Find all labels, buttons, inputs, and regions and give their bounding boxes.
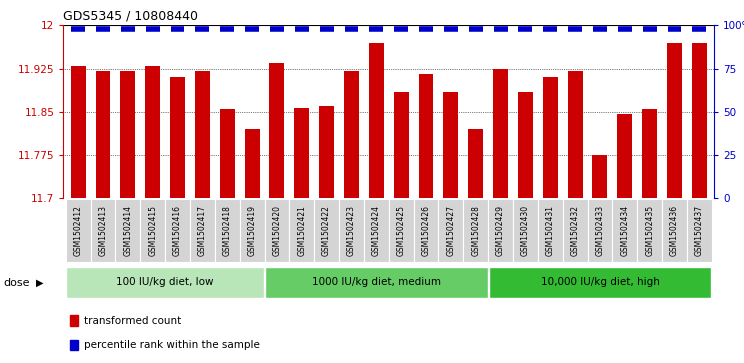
Bar — [414, 200, 438, 261]
Bar — [240, 200, 265, 261]
Text: GSM1502421: GSM1502421 — [298, 205, 307, 256]
Text: 1000 IU/kg diet, medium: 1000 IU/kg diet, medium — [312, 277, 440, 287]
Text: GDS5345 / 10808440: GDS5345 / 10808440 — [63, 9, 198, 22]
Text: GSM1502422: GSM1502422 — [322, 205, 331, 256]
Bar — [245, 129, 260, 198]
Bar — [121, 72, 135, 198]
Bar — [687, 200, 712, 261]
Text: GSM1502436: GSM1502436 — [670, 205, 679, 256]
Text: GSM1502420: GSM1502420 — [272, 205, 281, 256]
Text: percentile rank within the sample: percentile rank within the sample — [84, 340, 260, 350]
Text: GSM1502427: GSM1502427 — [446, 205, 455, 256]
Bar — [314, 200, 339, 261]
Bar — [637, 200, 662, 261]
FancyBboxPatch shape — [265, 267, 487, 298]
Bar — [493, 69, 508, 198]
Text: GSM1502423: GSM1502423 — [347, 205, 356, 256]
Bar — [518, 91, 533, 198]
Bar — [438, 200, 464, 261]
Bar — [369, 42, 384, 198]
Text: GSM1502431: GSM1502431 — [546, 205, 555, 256]
Bar — [443, 91, 458, 198]
Bar — [115, 200, 141, 261]
Text: GSM1502419: GSM1502419 — [248, 205, 257, 256]
Text: GSM1502412: GSM1502412 — [74, 205, 83, 256]
Bar — [219, 109, 234, 198]
Text: GSM1502434: GSM1502434 — [620, 205, 629, 256]
Bar — [269, 63, 284, 198]
Bar — [71, 66, 86, 198]
Text: GSM1502425: GSM1502425 — [397, 205, 405, 256]
Bar — [65, 200, 91, 261]
Bar — [195, 72, 210, 198]
Bar — [165, 200, 190, 261]
Bar — [388, 200, 414, 261]
Text: 100 IU/kg diet, low: 100 IU/kg diet, low — [116, 277, 214, 287]
Bar — [70, 315, 77, 326]
Text: GSM1502433: GSM1502433 — [595, 205, 604, 256]
Text: GSM1502417: GSM1502417 — [198, 205, 207, 256]
Text: GSM1502416: GSM1502416 — [173, 205, 182, 256]
Bar — [592, 155, 607, 198]
Bar — [319, 106, 334, 198]
Bar — [91, 200, 115, 261]
Bar — [419, 74, 434, 198]
Bar — [588, 200, 612, 261]
Text: GSM1502426: GSM1502426 — [422, 205, 431, 256]
Text: 10,000 IU/kg diet, high: 10,000 IU/kg diet, high — [540, 277, 659, 287]
Bar — [170, 77, 185, 198]
Text: dose: dose — [4, 278, 31, 288]
Text: GSM1502415: GSM1502415 — [148, 205, 157, 256]
Bar — [145, 66, 160, 198]
Text: ▶: ▶ — [36, 278, 43, 288]
Text: GSM1502430: GSM1502430 — [521, 205, 530, 256]
Bar — [95, 72, 110, 198]
Bar — [394, 91, 408, 198]
Text: GSM1502414: GSM1502414 — [124, 205, 132, 256]
Text: GSM1502418: GSM1502418 — [222, 205, 231, 256]
Bar — [468, 129, 483, 198]
Bar — [215, 200, 240, 261]
Bar — [568, 72, 583, 198]
Bar — [190, 200, 215, 261]
Text: GSM1502424: GSM1502424 — [372, 205, 381, 256]
Bar — [265, 200, 289, 261]
Bar — [70, 340, 77, 350]
Text: GSM1502435: GSM1502435 — [645, 205, 654, 256]
FancyBboxPatch shape — [489, 267, 711, 298]
Bar — [618, 114, 632, 198]
Bar — [339, 200, 364, 261]
Bar — [344, 72, 359, 198]
Text: GSM1502428: GSM1502428 — [471, 205, 480, 256]
Text: transformed count: transformed count — [84, 315, 182, 326]
Bar — [538, 200, 562, 261]
Bar — [612, 200, 637, 261]
Bar — [543, 77, 558, 198]
Text: GSM1502413: GSM1502413 — [98, 205, 107, 256]
Bar — [562, 200, 588, 261]
Bar — [295, 108, 310, 198]
Bar — [289, 200, 314, 261]
Bar — [667, 42, 682, 198]
Bar — [642, 109, 657, 198]
Bar — [513, 200, 538, 261]
Text: GSM1502437: GSM1502437 — [695, 205, 704, 256]
Bar — [464, 200, 488, 261]
Bar — [692, 42, 707, 198]
Bar — [364, 200, 389, 261]
Text: GSM1502429: GSM1502429 — [496, 205, 505, 256]
Text: GSM1502432: GSM1502432 — [571, 205, 580, 256]
Bar — [141, 200, 165, 261]
FancyBboxPatch shape — [66, 267, 264, 298]
Bar — [488, 200, 513, 261]
Bar — [662, 200, 687, 261]
